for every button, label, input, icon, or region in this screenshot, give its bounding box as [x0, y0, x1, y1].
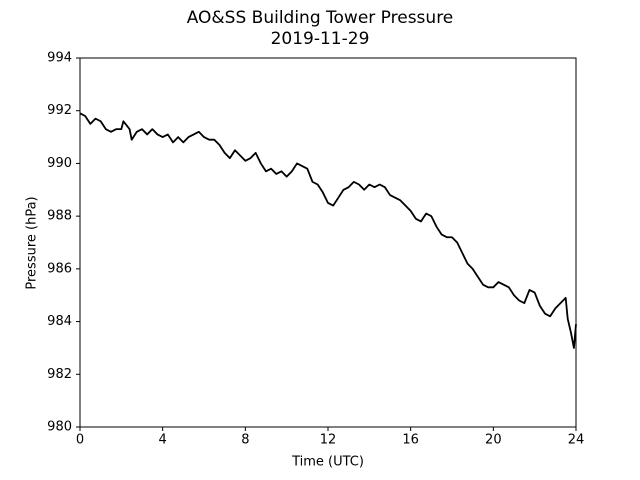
y-axis-label: Pressure (hPa) [25, 196, 40, 289]
x-tick-label: 0 [76, 433, 84, 448]
x-tick-label: 4 [159, 433, 167, 448]
chart-title: AO&SS Building Tower Pressure [187, 8, 454, 28]
y-tick-label: 984 [47, 314, 72, 329]
y-tick-label: 990 [47, 156, 72, 171]
y-tick-label: 988 [47, 209, 72, 224]
y-tick-label: 986 [47, 261, 72, 276]
x-tick-label: 24 [568, 433, 585, 448]
y-tick-label: 980 [47, 420, 72, 435]
x-tick-label: 20 [485, 433, 502, 448]
x-tick-label: 16 [402, 433, 419, 448]
line-series [79, 112, 577, 349]
plot-frame [79, 57, 577, 428]
y-tick-label: 982 [47, 367, 72, 382]
x-tick-label: 8 [241, 433, 249, 448]
y-tick-label: 994 [47, 51, 72, 66]
x-tick-label: 12 [320, 433, 337, 448]
chart-subtitle: 2019-11-29 [271, 29, 370, 49]
y-tick-label: 992 [47, 103, 72, 118]
x-axis-label: Time (UTC) [291, 455, 364, 470]
